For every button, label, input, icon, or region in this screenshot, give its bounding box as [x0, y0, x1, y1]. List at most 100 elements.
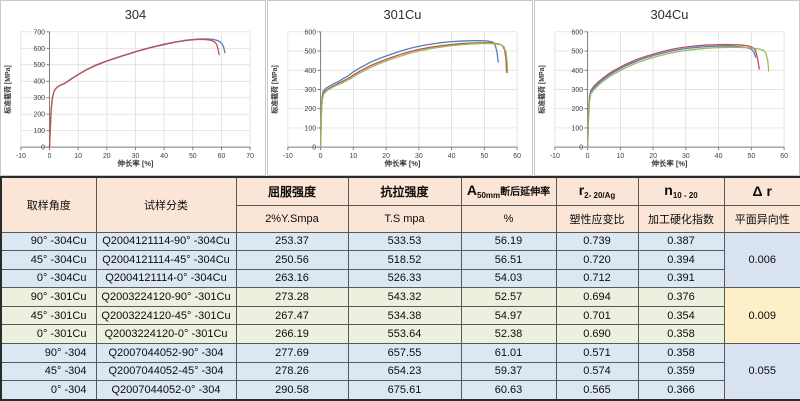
svg-text:50: 50: [189, 153, 197, 160]
table-row: 0° -301Cu Q2003224120-0° -301Cu 266.19 553.…: [0, 324, 800, 344]
col-header-r: r2- 20/Ag: [555, 176, 639, 206]
svg-text:标准载荷 [MPa]: 标准载荷 [MPa]: [3, 65, 12, 115]
tensile-cell: 533.53: [347, 231, 462, 252]
elongation-cell: 60.63: [460, 380, 557, 401]
tensile-title: 抗拉强度: [380, 184, 429, 199]
col-header-elongation: A50mm断后延伸率: [460, 176, 557, 206]
yield-cell: 253.37: [235, 231, 349, 252]
tensile-cell: 534.38: [347, 305, 462, 326]
svg-text:-10: -10: [283, 153, 293, 160]
sample-cell: Q2004121114-90° -304Cu: [95, 231, 237, 252]
r-symbol: r: [578, 182, 585, 199]
sample-cell: Q2007044052-0° -304: [95, 380, 237, 401]
stress-strain-chart-301cu: 0 100 200 300 400 500 600 -10 0 10 20 30 40 50 60 301Cu…: [270, 7, 521, 168]
sample-cell: Q2003224120-45° -301Cu: [95, 305, 237, 326]
svg-text:20: 20: [103, 153, 111, 160]
svg-text:70: 70: [246, 153, 254, 160]
stress-strain-chart-304: 0 100 200 300 400 500 600 700 -10 0 10 20 30 40 50 60 70…: [3, 7, 254, 168]
delta-r-cell: 0.009: [723, 287, 800, 344]
sample-cell: Q2003224120-90° -301Cu: [95, 287, 237, 307]
n-cell: 0.387: [637, 231, 725, 252]
n-cell: 0.391: [637, 268, 725, 289]
r-cell: 0.690: [555, 324, 639, 344]
charts-row: 0 100 200 300 400 500 600 700 -10 0 10 20 30 40 50 60 70…: [0, 0, 800, 176]
angle-cell: 0° -304: [0, 380, 97, 401]
svg-text:100: 100: [33, 128, 45, 135]
svg-text:30: 30: [132, 153, 140, 160]
col-header-yield: 屈服强度: [235, 176, 349, 206]
unit-tensile: T.S mpa: [347, 204, 462, 233]
svg-text:200: 200: [305, 106, 317, 113]
svg-text:伸长率 [%]: 伸长率 [%]: [651, 158, 688, 168]
stress-strain-chart-304cu: 0 100 200 300 400 500 600 -10 0 10 20 30 40 50 60 304Cu…: [537, 7, 788, 168]
svg-text:60: 60: [780, 153, 788, 160]
yield-cell: 267.47: [235, 305, 349, 326]
chart-panel-304: 0 100 200 300 400 500 600 700 -10 0 10 20 30 40 50 60 70…: [0, 0, 266, 176]
r-cell: 0.694: [555, 287, 639, 307]
svg-text:300: 300: [572, 87, 584, 94]
svg-text:600: 600: [305, 29, 317, 36]
svg-text:500: 500: [305, 49, 317, 56]
svg-text:-10: -10: [16, 153, 26, 160]
svg-text:300: 300: [33, 95, 45, 102]
svg-text:500: 500: [572, 49, 584, 56]
svg-text:600: 600: [33, 46, 45, 53]
table-row: 45° -304 Q2007044052-45° -304 278.26 654.23…: [0, 361, 800, 382]
angle-cell: 0° -304Cu: [0, 268, 97, 289]
svg-text:20: 20: [382, 153, 390, 160]
angle-cell: 45° -304Cu: [0, 250, 97, 270]
svg-text:400: 400: [572, 68, 584, 75]
svg-text:60: 60: [513, 153, 521, 160]
svg-text:400: 400: [305, 68, 317, 75]
svg-text:20: 20: [649, 153, 657, 160]
sample-cell: Q2004121114-0° -304Cu: [95, 268, 237, 289]
svg-text:0: 0: [41, 145, 45, 152]
table-row: 90° -304 Q2007044052-90° -304 277.69 657.55…: [0, 342, 800, 401]
yield-cell: 273.28: [235, 287, 349, 307]
r-cell: 0.720: [555, 250, 639, 270]
n-cell: 0.376: [637, 287, 725, 307]
svg-text:60: 60: [218, 153, 226, 160]
r-cell: 0.571: [555, 342, 639, 363]
svg-text:40: 40: [448, 153, 456, 160]
svg-text:标准载荷 [MPa]: 标准载荷 [MPa]: [270, 65, 279, 115]
tensile-cell: 675.61: [347, 380, 462, 401]
svg-text:0: 0: [579, 145, 583, 152]
table-row: 90° -304Cu Q2004121114-90° -304Cu 253.37 53…: [0, 231, 800, 289]
elongation-cell: 61.01: [460, 342, 557, 363]
elongation-cell: 52.38: [460, 324, 557, 344]
results-table: 取样角度 试样分类 屈服强度 抗拉强度 A50mm断后延伸率 r2- 20/Ag…: [0, 176, 800, 401]
col-header-n: n10 - 20: [637, 176, 725, 206]
svg-text:40: 40: [160, 153, 168, 160]
table-row: 0° -304 Q2007044052-0° -304 290.58 675.61 60…: [0, 380, 800, 401]
elongation-sub: 50mm: [477, 191, 501, 201]
svg-text:0: 0: [312, 145, 316, 152]
svg-text:伸长率 [%]: 伸长率 [%]: [384, 158, 421, 168]
svg-text:0: 0: [319, 153, 323, 160]
svg-text:700: 700: [33, 29, 45, 36]
tensile-cell: 657.55: [347, 342, 462, 363]
n-cell: 0.358: [637, 324, 725, 344]
r-cell: 0.701: [555, 305, 639, 326]
unit-elongation: %: [460, 204, 557, 233]
svg-text:100: 100: [305, 125, 317, 132]
n-cell: 0.394: [637, 250, 725, 270]
svg-text:301Cu: 301Cu: [383, 7, 421, 22]
table-row: 0° -304Cu Q2004121114-0° -304Cu 263.16 526.…: [0, 268, 800, 289]
chart-panel-301cu: 0 100 200 300 400 500 600 -10 0 10 20 30 40 50 60 301Cu…: [267, 0, 533, 176]
chart-panel-304cu: 0 100 200 300 400 500 600 -10 0 10 20 30 40 50 60 304Cu…: [534, 0, 800, 176]
tensile-cell: 526.33: [347, 268, 462, 289]
unit-r: 塑性应变比: [555, 204, 639, 233]
svg-text:300: 300: [305, 87, 317, 94]
svg-text:10: 10: [349, 153, 357, 160]
svg-text:-10: -10: [550, 153, 560, 160]
svg-text:304Cu: 304Cu: [650, 7, 688, 22]
n-cell: 0.359: [637, 361, 725, 382]
table-row: 90° -301Cu Q2003224120-90° -301Cu 273.28 54…: [0, 287, 800, 344]
svg-text:0: 0: [586, 153, 590, 160]
r-cell: 0.739: [555, 231, 639, 252]
svg-text:400: 400: [33, 79, 45, 86]
angle-cell: 90° -304Cu: [0, 231, 97, 252]
unit-delta-r: 平面异向性: [723, 204, 800, 233]
table-row: 45° -301Cu Q2003224120-45° -301Cu 267.47 53…: [0, 305, 800, 326]
